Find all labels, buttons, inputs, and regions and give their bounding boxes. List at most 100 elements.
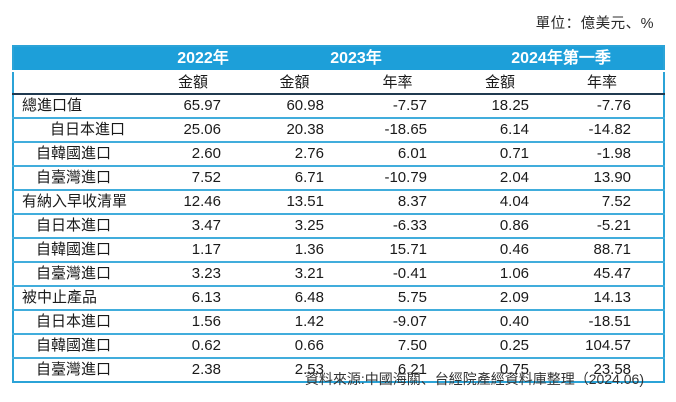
value-cell: -5.21 [561, 213, 665, 238]
value-cell: 14.13 [561, 285, 665, 310]
value-cell: 6.48 [253, 285, 356, 310]
table-row: 總進口值 65.97 60.98 -7.57 18.25 -7.76 [13, 94, 665, 118]
value-cell: -18.51 [561, 309, 665, 334]
table-row: 自臺灣進口 2.38 2.53 6.21 0.75 23.58 [13, 357, 665, 382]
table-row: 自韓國進口 0.62 0.66 7.50 0.25 104.57 [13, 333, 665, 358]
value-cell: 0.75 [459, 357, 562, 382]
value-cell: -7.76 [561, 94, 665, 118]
row-label: 自韓國進口 [13, 237, 153, 262]
unit-label: 單位：億美元、% [535, 16, 654, 32]
source-note: 資料來源:中國海關、台經院產經資料庫整理（2024.06) [304, 371, 644, 387]
value-cell: 6.01 [356, 141, 460, 166]
value-cell: 18.25 [459, 94, 562, 118]
value-cell: -6.33 [356, 213, 460, 238]
value-cell: 0.25 [459, 333, 562, 358]
value-cell: 0.46 [459, 237, 562, 262]
table-row: 自日本進口 25.06 20.38 -18.65 6.14 -14.82 [13, 117, 665, 142]
table-body: 總進口值 65.97 60.98 -7.57 18.25 -7.76 自日本進口 25.06 2… [13, 94, 665, 382]
sub-header-empty-cell [13, 71, 153, 95]
year-header-2023: 2023年 [253, 46, 460, 72]
value-cell: 6.13 [153, 285, 253, 310]
value-cell: 6.14 [459, 117, 562, 142]
value-cell: 12.46 [153, 189, 253, 214]
sub-header-amount-2024q1: 金額 [459, 71, 562, 95]
value-cell: 1.17 [153, 237, 253, 262]
year-header-2024q1: 2024年第一季 [459, 46, 665, 72]
value-cell: 15.71 [356, 237, 460, 262]
year-header-empty-cell [13, 46, 153, 72]
value-cell: 7.52 [153, 165, 253, 190]
year-header-2022: 2022年 [153, 46, 253, 72]
value-cell: 0.71 [459, 141, 562, 166]
value-cell: 1.56 [153, 309, 253, 334]
imports-table: 2022年 2023年 2024年第一季 金額 金額 年率 金額 年率 總進口值… [12, 45, 666, 383]
table-row: 自韓國進口 1.17 1.36 15.71 0.46 88.71 [13, 237, 665, 262]
value-cell: 60.98 [253, 94, 356, 118]
sub-header-row: 金額 金額 年率 金額 年率 [13, 71, 665, 95]
value-cell: 2.76 [253, 141, 356, 166]
value-cell: 0.86 [459, 213, 562, 238]
value-cell: 1.42 [253, 309, 356, 334]
sub-header-amount-2022: 金額 [153, 71, 253, 95]
value-cell: 4.04 [459, 189, 562, 214]
value-cell: -14.82 [561, 117, 665, 142]
row-label: 自臺灣進口 [13, 165, 153, 190]
value-cell: 0.62 [153, 333, 253, 358]
value-cell: 2.38 [153, 357, 253, 382]
value-cell: 5.75 [356, 285, 460, 310]
value-cell: 6.21 [356, 357, 460, 382]
row-label: 自韓國進口 [13, 141, 153, 166]
value-cell: 65.97 [153, 94, 253, 118]
value-cell: -18.65 [356, 117, 460, 142]
value-cell: -10.79 [356, 165, 460, 190]
value-cell: -7.57 [356, 94, 460, 118]
row-label: 自臺灣進口 [13, 357, 153, 382]
value-cell: 0.40 [459, 309, 562, 334]
value-cell: 6.71 [253, 165, 356, 190]
table-header: 2022年 2023年 2024年第一季 金額 金額 年率 金額 年率 [13, 46, 665, 95]
value-cell: 88.71 [561, 237, 665, 262]
value-cell: 2.04 [459, 165, 562, 190]
value-cell: 1.06 [459, 261, 562, 286]
value-cell: -0.41 [356, 261, 460, 286]
table-row: 自日本進口 3.47 3.25 -6.33 0.86 -5.21 [13, 213, 665, 238]
value-cell: 8.37 [356, 189, 460, 214]
value-cell: 2.53 [253, 357, 356, 382]
value-cell: 0.66 [253, 333, 356, 358]
sub-header-amount-2023: 金額 [253, 71, 356, 95]
row-label: 有納入早收清單 [13, 189, 153, 214]
table-row: 自臺灣進口 3.23 3.21 -0.41 1.06 45.47 [13, 261, 665, 286]
table-row: 自韓國進口 2.60 2.76 6.01 0.71 -1.98 [13, 141, 665, 166]
value-cell: 25.06 [153, 117, 253, 142]
value-cell: 1.36 [253, 237, 356, 262]
value-cell: 3.47 [153, 213, 253, 238]
row-label: 總進口值 [13, 94, 153, 118]
table-row: 被中止產品 6.13 6.48 5.75 2.09 14.13 [13, 285, 665, 310]
value-cell: 13.90 [561, 165, 665, 190]
row-label: 自日本進口 [13, 117, 153, 142]
value-cell: 3.23 [153, 261, 253, 286]
value-cell: 104.57 [561, 333, 665, 358]
table-row: 有納入早收清單 12.46 13.51 8.37 4.04 7.52 [13, 189, 665, 214]
sub-header-yoy-2023: 年率 [356, 71, 460, 95]
table-row: 自日本進口 1.56 1.42 -9.07 0.40 -18.51 [13, 309, 665, 334]
value-cell: 23.58 [561, 357, 665, 382]
value-cell: 7.52 [561, 189, 665, 214]
value-cell: 7.50 [356, 333, 460, 358]
row-label: 被中止產品 [13, 285, 153, 310]
value-cell: -9.07 [356, 309, 460, 334]
value-cell: 20.38 [253, 117, 356, 142]
year-header-row: 2022年 2023年 2024年第一季 [13, 46, 665, 72]
value-cell: 13.51 [253, 189, 356, 214]
table-row: 自臺灣進口 7.52 6.71 -10.79 2.04 13.90 [13, 165, 665, 190]
sub-header-yoy-2024q1: 年率 [561, 71, 665, 95]
value-cell: -1.98 [561, 141, 665, 166]
value-cell: 45.47 [561, 261, 665, 286]
value-cell: 3.25 [253, 213, 356, 238]
row-label: 自韓國進口 [13, 333, 153, 358]
value-cell: 2.09 [459, 285, 562, 310]
row-label: 自臺灣進口 [13, 261, 153, 286]
row-label: 自日本進口 [13, 213, 153, 238]
row-label: 自日本進口 [13, 309, 153, 334]
